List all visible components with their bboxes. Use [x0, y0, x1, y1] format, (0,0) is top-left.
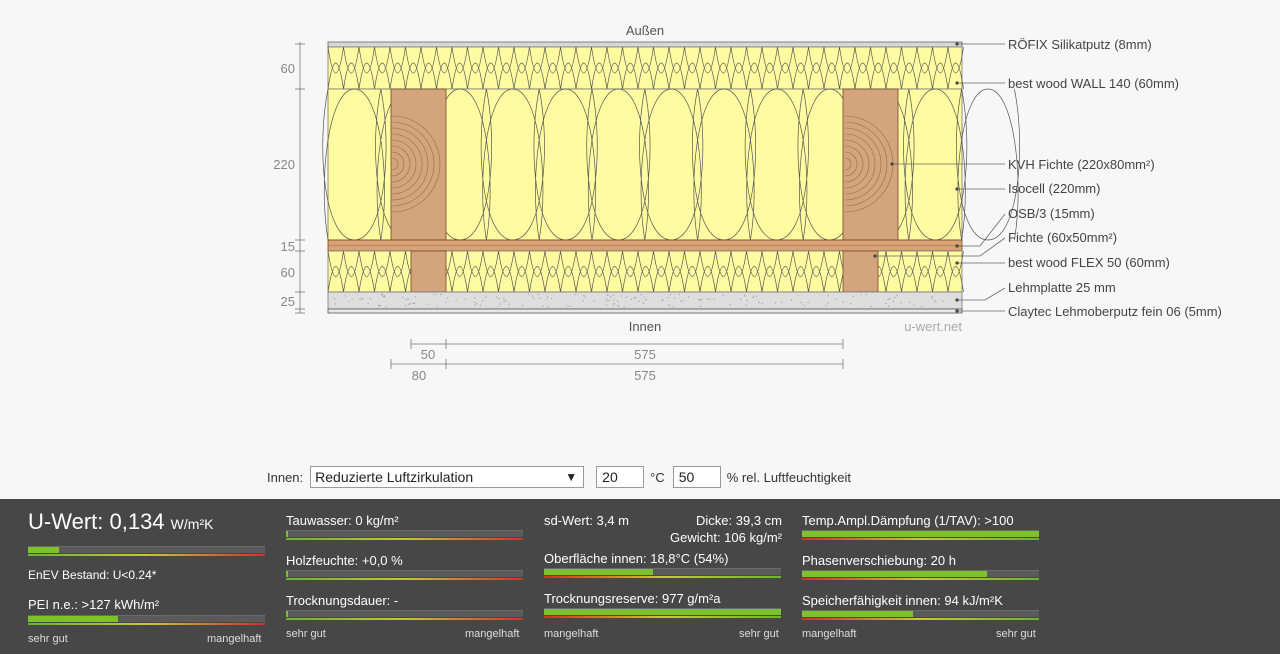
phase-title: Phasenverschiebung: 20 h — [802, 553, 956, 568]
dim-25: 25 — [281, 294, 295, 309]
air-circulation-value: Reduzierte Luftzirkulation — [315, 469, 474, 485]
trocknungsdauer-title: Trocknungsdauer: - — [286, 593, 399, 608]
scale-good-1: sehr gut — [28, 633, 68, 645]
tav-bar — [802, 530, 1039, 540]
dropdown-arrow-icon[interactable]: ▼ — [565, 470, 578, 484]
uwert-bar-fill — [28, 547, 59, 553]
leader-lines — [875, 43, 1006, 312]
stud-kvh-left — [390, 88, 447, 241]
label-osb: OSB/3 (15mm) — [1008, 206, 1095, 221]
wall-cross-section-diagram: Außen Innen u-wert.net 60 220 15 60 25 — [273, 23, 1222, 383]
tav-title: Temp.Ampl.Dämpfung (1/TAV): >100 — [802, 513, 1014, 528]
horizontal-dimension-lines — [390, 339, 844, 369]
batten-fichte-right — [842, 250, 879, 293]
uwert-unit: W/m²K — [170, 516, 214, 532]
trocknungsdauer-bar-fill — [286, 611, 288, 617]
watermark: u-wert.net — [904, 319, 962, 334]
dim-575-b: 575 — [634, 368, 656, 383]
tauwasser-bar-fill — [286, 531, 288, 537]
results-panel: U-Wert: 0,134 W/m²K EnEV Bestand: U<0.24… — [0, 499, 1280, 654]
dim-60-top: 60 — [281, 61, 295, 76]
oberflaeche-title: Oberfläche innen: 18,8°C (54%) — [544, 551, 729, 566]
layer-lehmoberputz — [327, 308, 963, 314]
tauwasser-bar — [286, 530, 523, 540]
inside-label: Innen — [629, 319, 662, 334]
uwert-bar — [28, 546, 265, 556]
batten-fichte-left — [410, 250, 447, 293]
pei-bar — [28, 615, 265, 625]
layer-lehmplatte — [327, 291, 963, 310]
trocknungsdauer-bar — [286, 610, 523, 620]
dicke-value: Dicke: 39,3 cm — [696, 513, 782, 528]
label-lehmoberputz: Claytec Lehmoberputz fein 06 (5mm) — [1008, 304, 1222, 319]
air-circulation-select[interactable]: Reduzierte Luftzirkulation ▼ — [310, 466, 585, 488]
tav-bar-fill — [802, 531, 1039, 537]
gewicht-value: Gewicht: 106 kg/m² — [670, 530, 782, 545]
label-fichte: Fichte (60x50mm²) — [1008, 230, 1117, 245]
dim-80: 80 — [412, 368, 426, 383]
uwert-value: U-Wert: 0,134 — [28, 509, 165, 534]
vertical-dimension-line — [295, 42, 305, 314]
enev-note: EnEV Bestand: U<0.24* — [28, 568, 157, 582]
layer-bestwood-wall — [327, 46, 963, 90]
speicher-bar-fill — [802, 611, 913, 617]
clay-speckle — [333, 293, 944, 308]
label-lehmplatte: Lehmplatte 25 mm — [1008, 280, 1116, 295]
stud-kvh-right — [842, 88, 899, 241]
dim-15: 15 — [281, 239, 295, 254]
scale-good-4: sehr gut — [996, 628, 1036, 640]
scale-good-3: sehr gut — [739, 628, 779, 640]
insulation-pattern-flex — [327, 250, 964, 293]
phase-bar-fill — [802, 571, 987, 577]
speicher-title: Speicherfähigkeit innen: 94 kJ/m²K — [802, 593, 1003, 608]
tauwasser-title: Tauwasser: 0 kg/m² — [286, 513, 399, 528]
insulation-pattern-top — [327, 46, 964, 90]
inside-conditions-label: Innen: — [267, 469, 304, 485]
oberflaeche-bar-fill — [544, 569, 653, 575]
leader-dots — [873, 42, 959, 313]
phase-bar — [802, 570, 1039, 580]
label-silikatputz: RÖFIX Silikatputz (8mm) — [1008, 37, 1152, 52]
trocknungsreserve-bar — [544, 608, 781, 618]
label-bestwood-flex: best wood FLEX 50 (60mm) — [1008, 255, 1170, 270]
label-isocell: Isocell (220mm) — [1008, 181, 1100, 196]
dim-60-flex: 60 — [281, 265, 295, 280]
holzfeuchte-bar — [286, 570, 523, 580]
pei-bar-fill — [28, 616, 118, 622]
temperature-unit: °C — [650, 469, 665, 485]
temperature-input[interactable]: 20 — [596, 466, 645, 488]
humidity-unit: % rel. Luftfeuchtigkeit — [726, 469, 852, 485]
uwert-title: U-Wert: 0,134 W/m²K — [28, 509, 213, 535]
scale-bad-3: mangelhaft — [544, 628, 599, 640]
label-bestwood-wall: best wood WALL 140 (60mm) — [1008, 76, 1179, 91]
scale-good-2: sehr gut — [286, 628, 326, 640]
holzfeuchte-bar-fill — [286, 571, 288, 577]
sdwert-title: sd-Wert: 3,4 m — [544, 513, 630, 528]
scale-bad-1: mangelhaft — [207, 633, 262, 645]
humidity-input[interactable]: 50 — [672, 466, 721, 488]
oberflaeche-bar — [544, 568, 781, 578]
scale-bad-2: mangelhaft — [465, 628, 520, 640]
holzfeuchte-title: Holzfeuchte: +0,0 % — [286, 553, 403, 568]
trocknungsreserve-bar-fill — [544, 609, 781, 615]
trocknungsreserve-title: Trocknungsreserve: 977 g/m²a — [544, 591, 721, 606]
pei-title: PEI n.e.: >127 kWh/m² — [28, 597, 160, 612]
dim-220: 220 — [273, 157, 295, 172]
speicher-bar — [802, 610, 1039, 620]
label-kvh: KVH Fichte (220x80mm²) — [1008, 157, 1155, 172]
outside-label: Außen — [626, 23, 664, 38]
layer-silikatputz — [327, 41, 963, 48]
scale-bad-4: mangelhaft — [802, 628, 857, 640]
dim-575-a: 575 — [634, 347, 656, 362]
indoor-climate-controls: Innen: Reduzierte Luftzirkulation ▼ 20 °… — [267, 464, 851, 490]
dim-50: 50 — [421, 347, 435, 362]
